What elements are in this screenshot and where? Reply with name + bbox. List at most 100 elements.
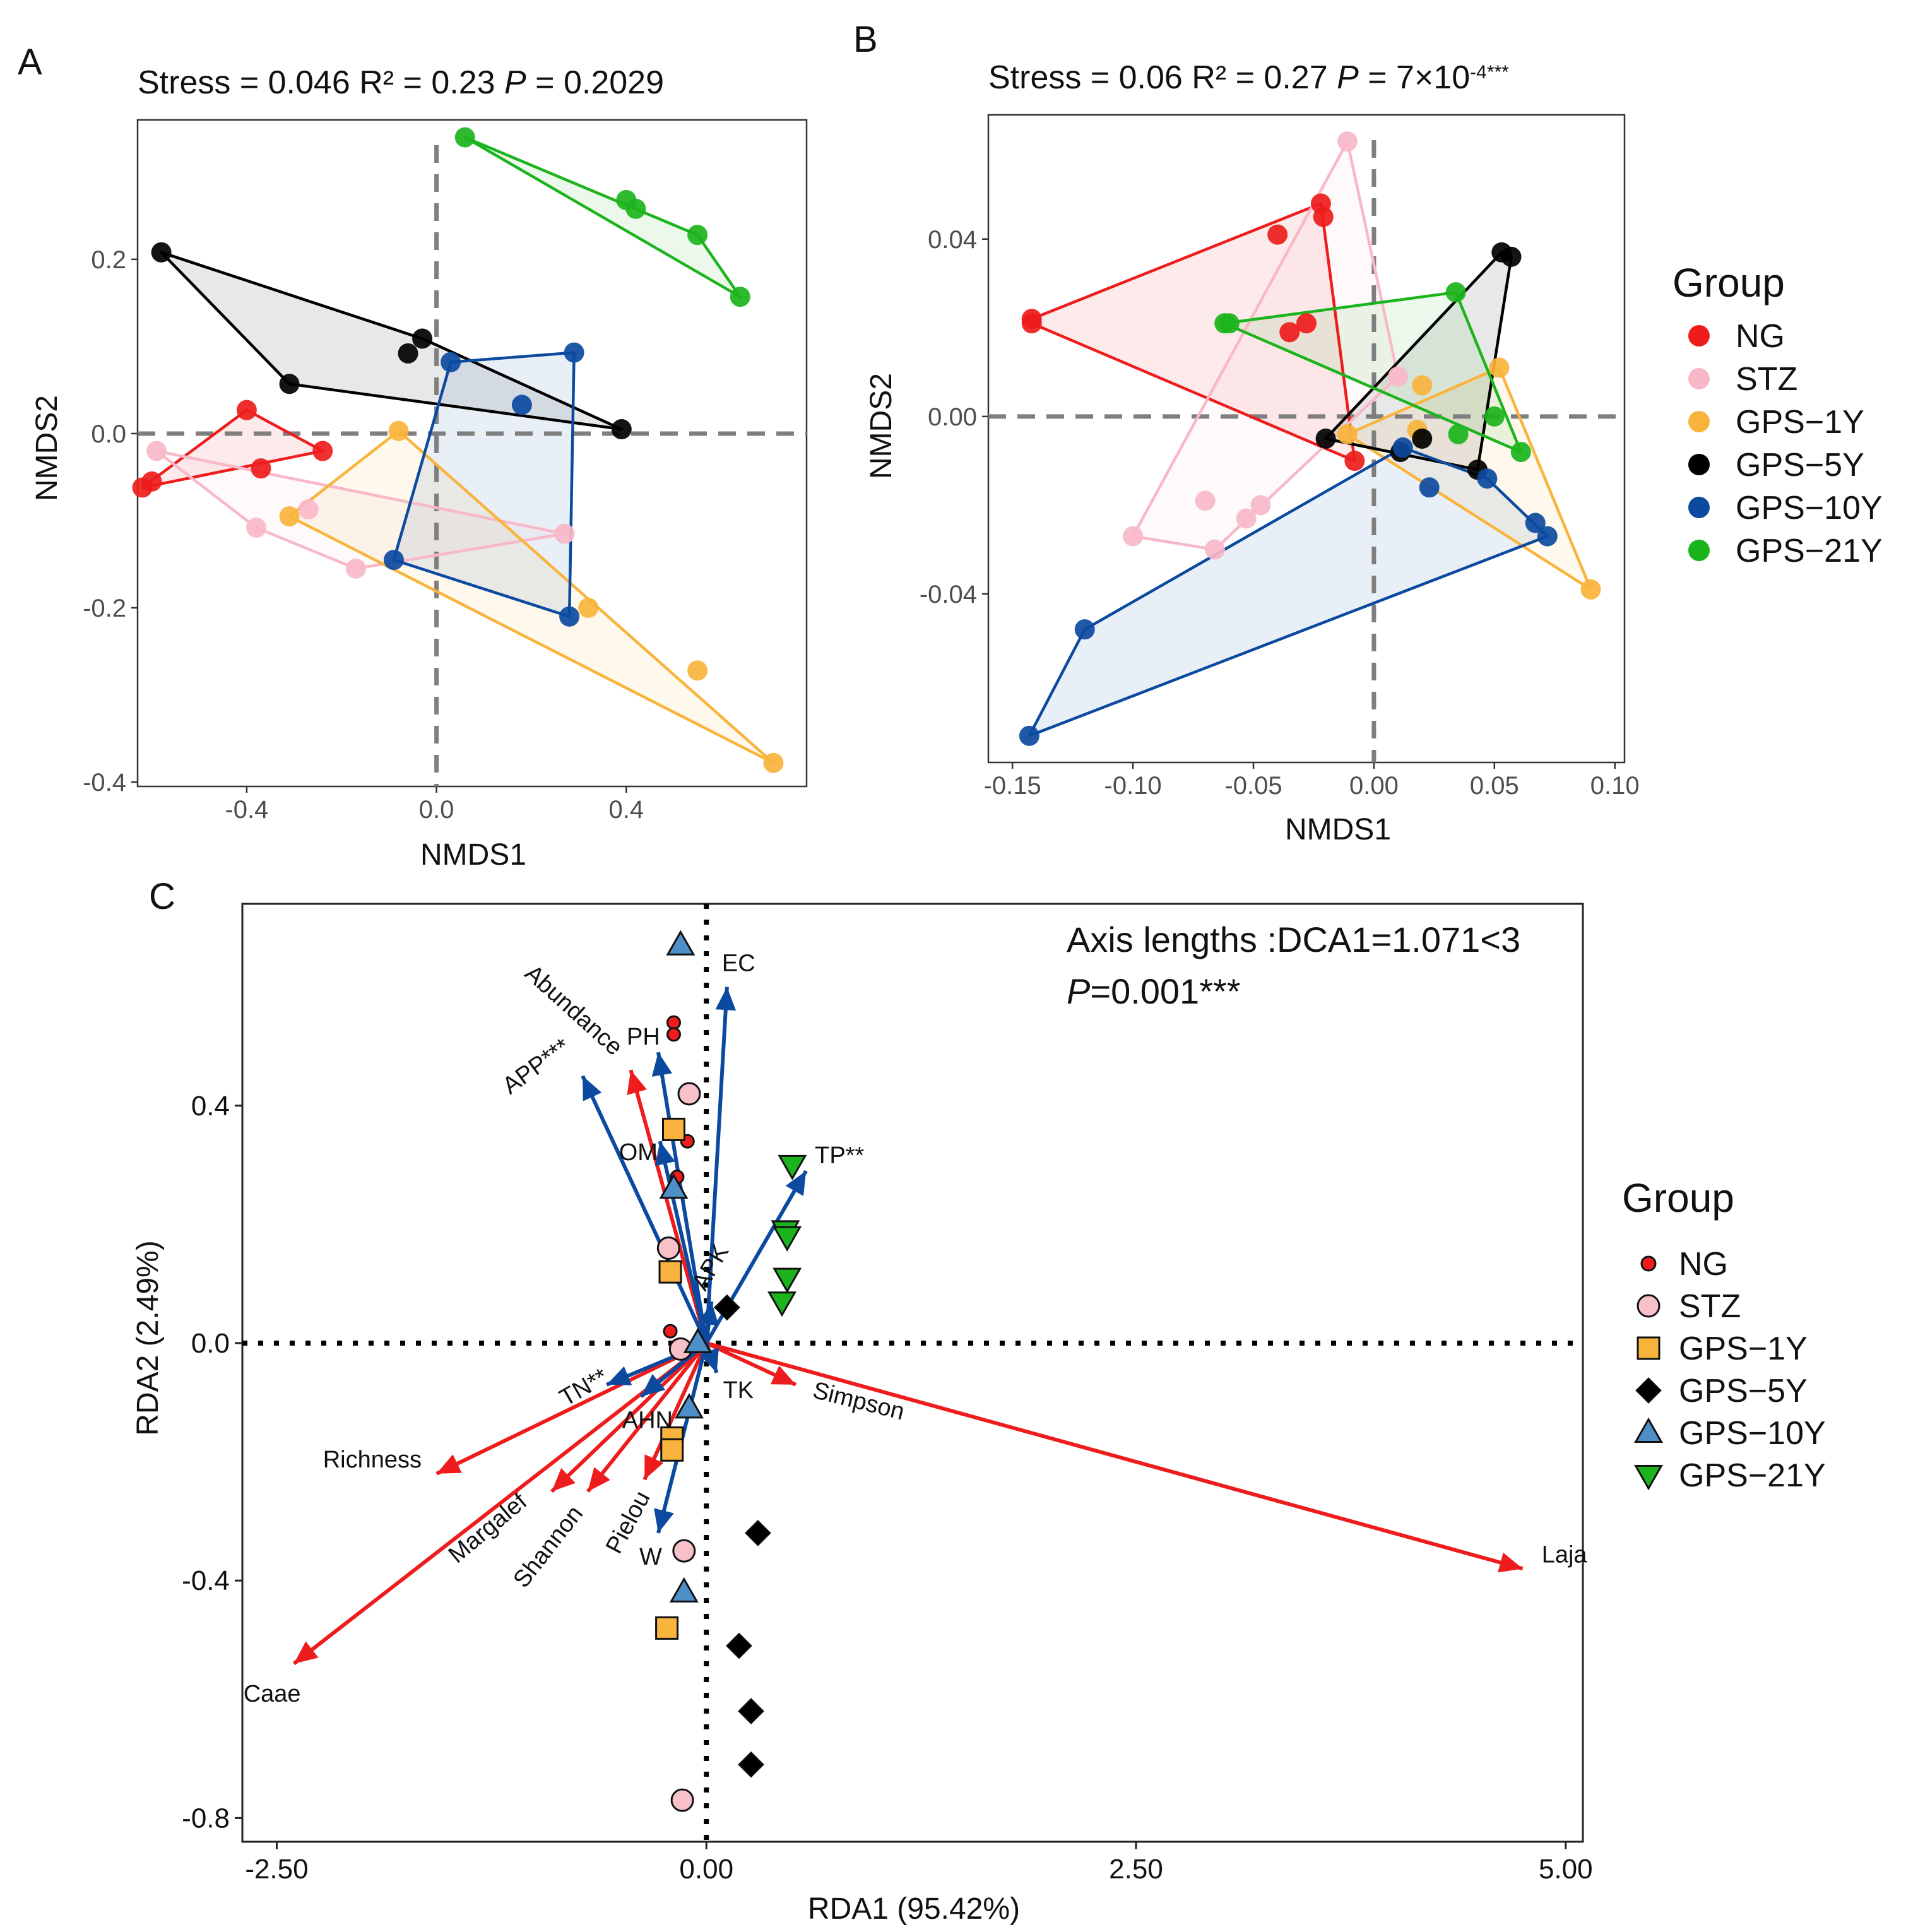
legend-ab-key-gps-10y — [1688, 497, 1710, 518]
panel-c-point-gps-21y — [773, 1267, 802, 1293]
panel-a-point-gps-1y — [763, 752, 784, 773]
panel-c-xlabel: RDA1 (95.42%) — [808, 1892, 1020, 1926]
panel-a-point-gps-5y — [151, 242, 172, 263]
panel-b-point-gps-21y — [1484, 406, 1505, 427]
panel-c-point-gps-5y — [738, 1751, 764, 1778]
panel-c-point-stz — [672, 1539, 696, 1563]
panel-c-point-gps-10y — [683, 1327, 713, 1353]
panel-a-hull-fill-gps-5y — [161, 252, 622, 430]
panel-c-vector-label-richness: Richness — [323, 1447, 422, 1473]
panel-c-point-gps-5y — [745, 1520, 771, 1546]
legend-c-key-gps-10y — [1634, 1417, 1663, 1443]
legend-c-items: NG STZ GPS−1Y GPS−5Y GPS−10Y GPS−21Y — [1634, 1246, 1826, 1494]
panel-b-point-gps-21y — [1510, 442, 1531, 463]
panel-a-hull-fill-gps-10y — [393, 352, 574, 617]
legend-ab-label-gps-10y: GPS−10Y — [1736, 490, 1883, 526]
panel-c-vector-app-head — [583, 1076, 602, 1101]
panel-b-point-gps-10y — [1074, 619, 1095, 640]
legend-ab-key-gps-1y — [1688, 411, 1710, 432]
panel-b-point-ng — [1344, 451, 1365, 471]
panel-c-label: C — [149, 876, 175, 917]
panel-c-vector-caae-head — [293, 1641, 319, 1664]
panel-c-point-gps-21y — [773, 1226, 802, 1252]
panel-a-plot: -0.4 0.0 0.4 -0.4 -0.2 0.0 0.2 — [83, 119, 808, 824]
panel-c-xtick-label: -2.50 — [245, 1854, 308, 1885]
panel-b-hull-fill-gps-10y — [1029, 447, 1548, 736]
panel-c-vector-shannon-shaft — [586, 1342, 708, 1493]
panel-b-point-stz — [1388, 366, 1409, 387]
panel-b-point-stz — [1195, 490, 1216, 511]
legend-c-label-gps-5y: GPS−5Y — [1679, 1373, 1808, 1409]
panel-c-point-gps-5y — [738, 1698, 764, 1725]
panel-a-ylabel: NMDS2 — [30, 395, 64, 501]
panel-a-point-gps-10y — [559, 606, 580, 627]
panel-c-point-stz — [656, 1236, 680, 1260]
legend-c-label-gps-21y: GPS−21Y — [1679, 1457, 1826, 1494]
panel-a-point-stz — [345, 558, 366, 579]
panel-b-hull-fill-stz — [1133, 141, 1399, 550]
panel-c-vector-ahn-head — [641, 1373, 666, 1397]
panel-b-xtick-label: -0.15 — [984, 772, 1041, 800]
panel-a-point-ng — [312, 441, 333, 461]
panel-c-vector-label-caae: Caae — [244, 1681, 301, 1707]
panel-c-vector-ph-head — [651, 1052, 673, 1077]
panel-c-xtick-label: 5.00 — [1539, 1854, 1593, 1885]
panel-b-xtick-label: -0.10 — [1104, 772, 1162, 800]
legend-c: Group NG STZ GPS−1Y GPS−5Y GPS−10Y GPS−21Y — [1622, 1175, 1826, 1494]
legend-ab-key-stz — [1688, 368, 1710, 389]
panel-c-vector-w-head — [654, 1508, 674, 1533]
panel-a-point-gps-5y — [398, 343, 418, 364]
panel-c-frame — [241, 903, 1584, 1843]
panel-c-vector-tp-head — [785, 1171, 807, 1197]
panel-a-point-gps-10y — [441, 352, 461, 372]
panel-c-vector-laja-shaft — [706, 1341, 1524, 1571]
panel-b-point-gps-21y — [1448, 424, 1469, 444]
panel-c-vector-label-tp: TP** — [815, 1142, 864, 1169]
legend-ab-label-gps-1y: GPS−1Y — [1736, 404, 1864, 441]
panel-b-ytick-label: 0.00 — [928, 403, 977, 431]
panel-c-point-stz — [670, 1788, 694, 1812]
panel-c-vector-caae-shaft — [292, 1341, 708, 1666]
panel-b: B Stress = 0.06 R² = 0.27 P = 7×10-4*** … — [853, 19, 1640, 846]
legend-ab-label-ng: NG — [1736, 318, 1785, 355]
panel-b-point-gps-10y — [1537, 526, 1558, 547]
panel-c: C -2.50 0.00 2.50 5.00-0.8-0.40.00.4Abundan… — [131, 876, 1593, 1926]
panel-a-point-gps-21y — [687, 225, 708, 246]
panel-b-point-gps-5y — [1412, 429, 1433, 449]
panel-b-point-gps-10y — [1477, 468, 1498, 489]
panel-a-point-ng — [141, 471, 162, 492]
panel-a-point-gps-5y — [279, 374, 300, 394]
panel-c-plot: -2.50 0.00 2.50 5.00-0.8-0.40.00.4Abundance… — [182, 903, 1593, 1885]
legend-c-label-gps-1y: GPS−1Y — [1679, 1330, 1808, 1367]
legend-c-label-stz: STZ — [1679, 1288, 1741, 1325]
panel-b-ytick-label: 0.04 — [928, 226, 977, 254]
panel-c-vector-margalef-shaft — [550, 1341, 708, 1493]
panel-c-point-gps-21y — [778, 1154, 807, 1181]
panel-c-point-gps-1y — [655, 1616, 679, 1640]
panel-b-hull-line-gps-10y — [1027, 446, 1549, 738]
panel-b-frame — [987, 114, 1626, 764]
panel-c-ylabel: RDA2 (2.49%) — [131, 1240, 165, 1435]
panel-c-ytick-label: 0.0 — [191, 1328, 230, 1359]
panel-a-point-ng — [236, 400, 257, 420]
panel-c-vector-simpson-head — [770, 1365, 796, 1385]
panel-c-vector-label-laja: Laja — [1542, 1541, 1588, 1568]
legend-c-key-gps-1y — [1637, 1336, 1660, 1360]
legend-c-key-stz — [1637, 1294, 1660, 1318]
panel-c-vector-apk-head — [698, 1301, 719, 1326]
panel-a-point-gps-21y — [730, 287, 750, 307]
panel-a-point-gps-10y — [511, 394, 532, 415]
panel-b-point-ng — [1279, 322, 1300, 343]
legend-ab-items: NG STZ GPS−1Y GPS−5Y GPS−10Y GPS−21Y — [1688, 318, 1883, 569]
panel-a-hull-line-gps-21y — [463, 136, 742, 299]
panel-c-vector-label-w: W — [639, 1544, 662, 1570]
panel-c-point-gps-10y — [659, 1173, 689, 1199]
panel-a-hull-fill-stz — [157, 451, 565, 569]
panel-a-point-gps-1y — [578, 598, 599, 619]
panel-c-vector-laja-head — [1498, 1552, 1523, 1573]
panel-c-vector-app-shaft — [581, 1075, 708, 1344]
panel-c-vector-margalef-head — [552, 1468, 576, 1492]
panel-c-point-gps-1y — [660, 1438, 684, 1462]
panel-a-point-gps-1y — [687, 660, 708, 681]
panel-c-xtick-label: 2.50 — [1109, 1854, 1163, 1885]
